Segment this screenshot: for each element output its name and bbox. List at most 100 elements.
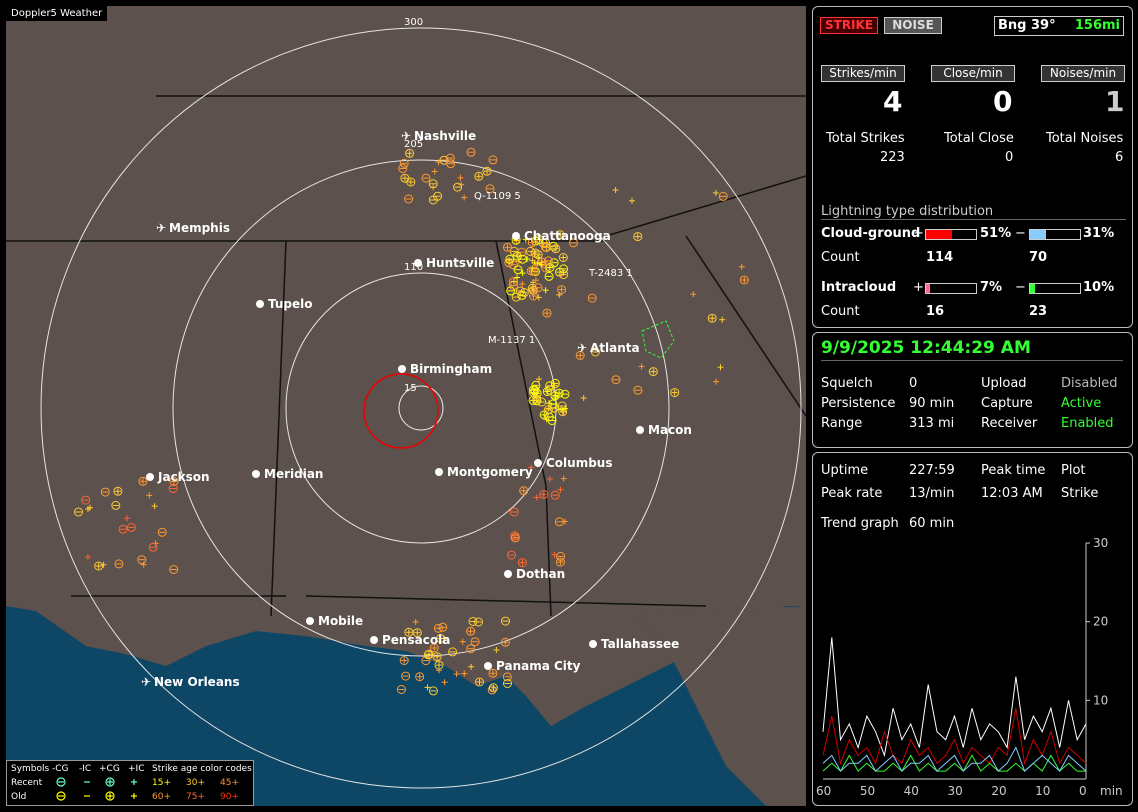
strike-marker [137, 555, 147, 565]
city-dot [512, 232, 520, 240]
strike-marker [429, 643, 439, 653]
peak-rate-label: Peak rate [821, 486, 883, 501]
close-per-min-button[interactable]: Close/min [931, 65, 1015, 82]
strike-marker [648, 367, 658, 377]
strike-marker [633, 385, 643, 395]
ic-pos-bar [925, 283, 977, 294]
noises-per-min-button[interactable]: Noises/min [1041, 65, 1125, 82]
strike-marker [717, 364, 724, 371]
strike-marker [535, 294, 542, 301]
strike-marker [532, 394, 542, 404]
strike-marker [509, 507, 519, 517]
trend-panel: Uptime 227:59 Peak time Plot Peak rate 1… [812, 452, 1133, 806]
strike-marker [633, 232, 643, 242]
strike-marker [557, 486, 564, 493]
strike-marker [448, 647, 458, 657]
strike-marker [529, 291, 538, 301]
strike-marker [519, 288, 529, 297]
strike-marker [87, 504, 93, 511]
strike-marker [157, 527, 167, 537]
strike-marker [569, 238, 578, 248]
strike-marker [436, 634, 446, 643]
strike-marker [488, 683, 498, 693]
range-label: Range [821, 416, 863, 431]
ic-pos-count: 16 [926, 304, 945, 319]
symbol-legend: Symbols -CG -IC +CG +IC Strike age color… [6, 760, 254, 806]
strike-marker [423, 650, 433, 660]
strike-marker [550, 490, 560, 500]
strike-marker [126, 522, 136, 532]
strike-marker [405, 148, 415, 158]
city-dot [256, 300, 264, 308]
uptime-value: 227:59 [909, 463, 955, 478]
strike-marker [461, 194, 468, 201]
close-per-min-value: 0 [993, 85, 1013, 118]
strike-marker [433, 623, 443, 633]
strike-marker [466, 626, 476, 636]
strike-marker [554, 388, 564, 398]
x-tick-label: 50 [860, 784, 875, 798]
trend-graph: 30 20 10 60 50 40 30 20 10 0 min [816, 536, 1123, 798]
strike-marker [398, 164, 408, 173]
range-ring-label: 205 [404, 139, 423, 150]
city-label: New Orleans [154, 675, 240, 689]
strike-marker [510, 533, 520, 543]
map-canvas: Q-1109 5T-2483 1M-1137 1 ✈ Nashville✈ Memp… [6, 6, 806, 806]
strike-marker [94, 561, 104, 571]
cg-pos-bar [925, 229, 977, 240]
strike-marker [81, 495, 91, 505]
cg-pos-count: 114 [926, 250, 954, 265]
cg-pos-sign: + [913, 226, 924, 241]
total-strikes-value: 223 [880, 150, 905, 165]
city-dot [534, 459, 542, 467]
y-tick-label: 20 [1093, 615, 1108, 629]
legend-old-age-0: 60+ [152, 792, 171, 802]
strike-marker [739, 275, 749, 285]
noise-button[interactable]: NOISE [884, 17, 942, 34]
squelch-label: Squelch [821, 376, 873, 391]
strike-marker [525, 246, 535, 256]
strike-marker [404, 194, 414, 204]
upload-label: Upload [981, 376, 1027, 391]
city-markers: ✈ Nashville✈ MemphisChattanoogaHuntsvilleT… [141, 129, 692, 689]
storm-cells: Q-1109 5 T-2483 1 M-1137 1 [474, 191, 675, 359]
strike-marker [556, 291, 563, 298]
cg-neg-count: 70 [1029, 250, 1048, 265]
strike-marker [512, 251, 522, 261]
strike-marker [542, 308, 552, 318]
strike-marker [542, 387, 552, 396]
storm-cell-label: Q-1109 5 [474, 191, 521, 202]
strike-marker [551, 382, 558, 389]
strike-marker [519, 270, 526, 277]
x-tick-label: 20 [991, 784, 1006, 798]
city-dot [435, 468, 443, 476]
city-label: Mobile [318, 614, 363, 628]
strike-marker [539, 489, 549, 499]
receiver-label: Receiver [981, 416, 1038, 431]
lightning-map[interactable]: Q-1109 5 T-2483 1 M-1137 1 ✈ Nashville ✈ Memp… [6, 6, 806, 806]
strike-button[interactable]: STRIKE [820, 17, 878, 34]
strike-marker [138, 476, 148, 486]
strike-marker [552, 395, 559, 401]
legend-col-pos-ic: +IC [128, 764, 145, 774]
strikes-per-min-value: 4 [883, 85, 903, 118]
total-noises-label: Total Noises [1046, 131, 1124, 146]
capture-label: Capture [981, 396, 1033, 411]
land [6, 6, 806, 606]
strike-marker [529, 257, 536, 264]
city-dot [636, 426, 644, 434]
range-ring-label: 300 [404, 17, 423, 28]
strike-marker [517, 558, 527, 568]
airport-icon: ✈ [577, 341, 587, 355]
storm-cell-label: M-1137 1 [488, 335, 535, 346]
strike-marker [396, 685, 406, 694]
strike-marker [436, 667, 442, 674]
city-label: Meridian [264, 467, 323, 481]
strike-marker [445, 153, 455, 163]
strike-marker [431, 168, 438, 175]
strikes-per-min-button[interactable]: Strikes/min [821, 65, 905, 82]
trend-graph-label: Trend graph [821, 516, 899, 531]
plot-value[interactable]: Strike [1061, 486, 1099, 501]
strike-marker [558, 406, 565, 413]
strike-marker [527, 238, 537, 247]
